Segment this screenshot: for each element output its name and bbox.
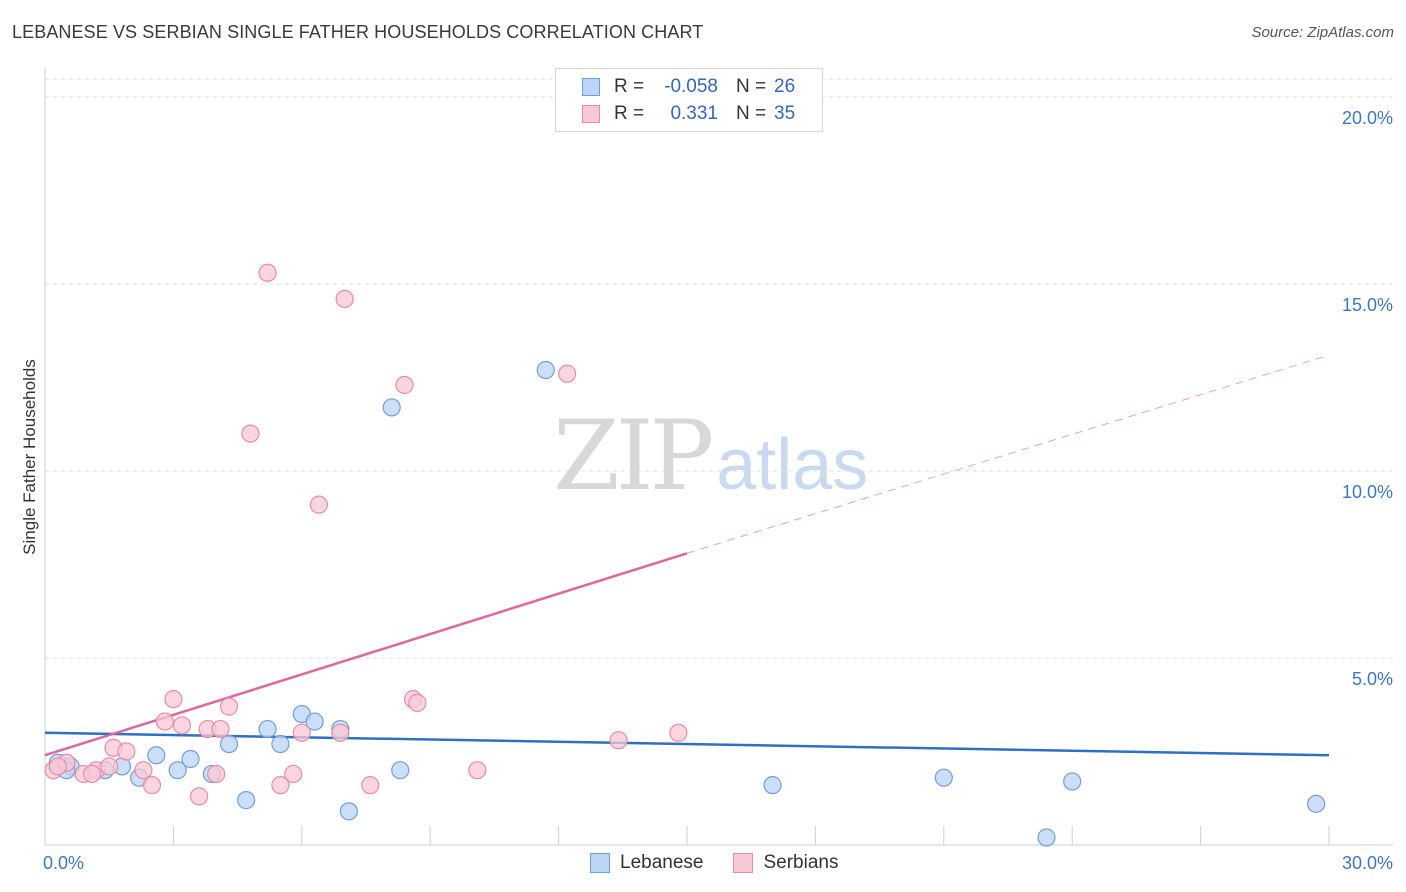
watermark-atlas: atlas [716, 425, 869, 505]
lebanese-point [1037, 828, 1056, 847]
legend-label-lebanese: Lebanese [620, 852, 704, 873]
serbians-point [48, 757, 67, 776]
correlation-legend: R = -0.058 N = 26 R = 0.331 N = 35 [555, 68, 823, 132]
serbians-point [331, 723, 350, 742]
serbians-point [468, 761, 487, 780]
serbians-point [271, 776, 290, 795]
serbians-point [395, 375, 414, 395]
serbians-trend-extension [686, 354, 1330, 554]
chart-title: LEBANESE VS SERBIAN SINGLE FATHER HOUSEH… [12, 22, 704, 42]
serbians-point [82, 764, 102, 784]
serbians-point [211, 719, 230, 739]
y-tick-label: 15.0% [1342, 295, 1393, 315]
serbians-point [142, 776, 162, 795]
lebanese-point [382, 398, 401, 417]
serbians-point [134, 761, 153, 780]
serbians-point [609, 731, 628, 750]
series-legend: Lebanese Serbians [590, 852, 868, 874]
serbians-point [241, 424, 260, 443]
lebanese-swatch [590, 853, 610, 873]
serbians-point [335, 289, 354, 309]
serbians-point [100, 757, 119, 776]
lebanese-point [763, 776, 782, 795]
lebanese-point [1063, 772, 1082, 791]
n-label: N = [736, 76, 767, 97]
lebanese-point [271, 734, 290, 754]
lebanese-point [181, 749, 200, 769]
lebanese-point [219, 734, 239, 754]
x-tick-label: 30.0% [1342, 853, 1393, 873]
serbians-swatch [582, 105, 600, 123]
y-axis-label: Single Father Households [20, 359, 39, 555]
legend-row-lebanese: R = -0.058 N = 26 [582, 75, 795, 99]
r-value: -0.058 [664, 76, 718, 97]
serbians-point [669, 723, 688, 742]
serbians-point [172, 716, 192, 735]
lebanese-point [339, 802, 358, 821]
n-value: 26 [774, 76, 796, 97]
lebanese-point [1307, 794, 1326, 813]
lebanese-trend-line [44, 731, 1330, 757]
serbians-point [361, 776, 380, 795]
watermark-zip: ZIP [553, 400, 714, 512]
r-label: R = [614, 76, 645, 97]
serbians-point [117, 742, 136, 761]
r-label: R = [614, 103, 645, 124]
serbians-point [258, 263, 277, 282]
serbians-point [292, 723, 311, 742]
serbians-point [155, 712, 174, 731]
lebanese-point [147, 746, 166, 765]
serbians-point [207, 764, 226, 784]
legend-label-serbians: Serbians [763, 852, 839, 873]
legend-item-lebanese: Lebanese [590, 852, 703, 874]
serbians-point [219, 697, 239, 716]
legend-row-serbians: R = 0.331 N = 35 [582, 102, 795, 126]
lebanese-point [258, 719, 277, 739]
serbians-point [189, 787, 209, 806]
serbians-point [164, 690, 183, 709]
y-tick-label: 20.0% [1342, 108, 1393, 128]
serbians-point [408, 693, 427, 712]
x-tick-label: 0.0% [43, 853, 84, 873]
serbians-trend-line [44, 552, 688, 757]
lebanese-point [237, 791, 256, 810]
serbians-point [309, 495, 329, 514]
n-label: N = [736, 103, 767, 124]
n-value: 35 [774, 103, 796, 124]
lebanese-point [391, 761, 410, 780]
serbians-point [284, 764, 303, 784]
lebanese-point [536, 360, 555, 380]
y-tick-label: 10.0% [1342, 482, 1393, 502]
source-credit: Source: ZipAtlas.com [1251, 24, 1394, 41]
watermark: ZIPatlas [553, 400, 868, 512]
serbians-point [558, 364, 577, 383]
serbians-swatch [733, 853, 754, 873]
r-value: 0.331 [670, 103, 718, 124]
lebanese-point [934, 768, 953, 787]
lebanese-swatch [582, 78, 600, 96]
lebanese-point [305, 712, 324, 731]
y-tick-label: 5.0% [1352, 669, 1393, 689]
legend-item-serbians: Serbians [733, 852, 838, 874]
lebanese-point [168, 761, 187, 780]
